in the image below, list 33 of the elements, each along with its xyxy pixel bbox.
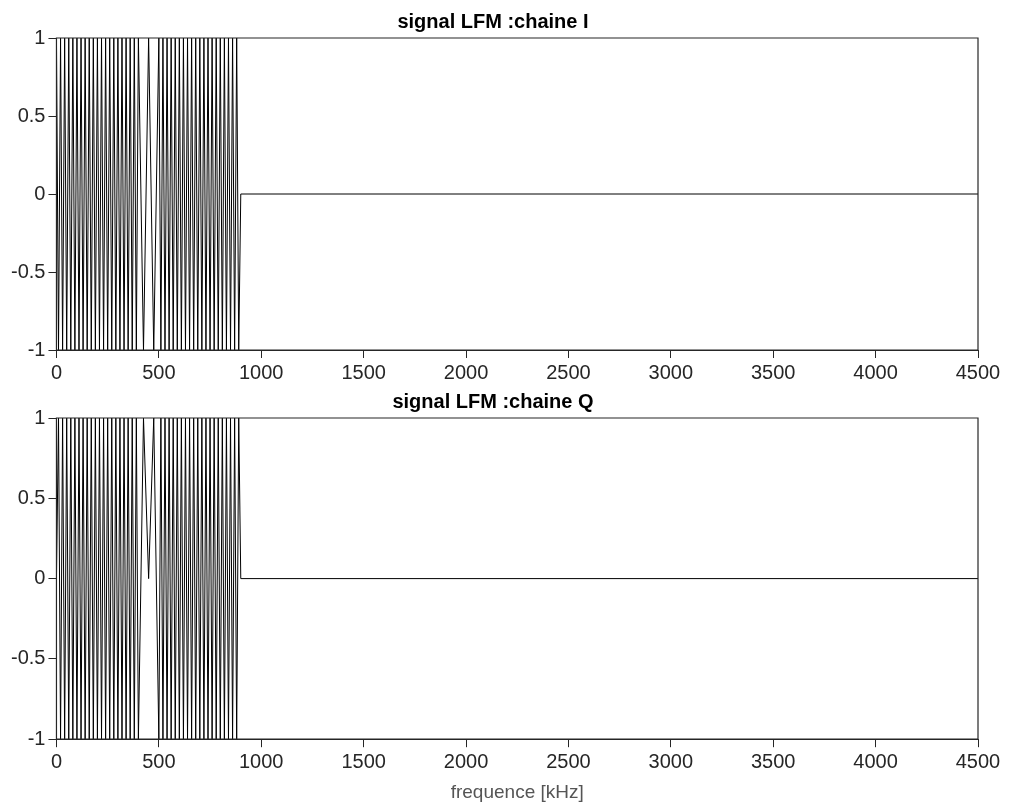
x-tick-label: 3000: [648, 360, 694, 383]
x-tick-label: 2000: [443, 749, 489, 772]
y-tick-label: 0.5: [17, 485, 46, 508]
x-tick-label: 3500: [750, 360, 796, 383]
y-tick-label: 0: [34, 181, 46, 204]
x-tick-label: 4500: [955, 749, 1001, 772]
y-tick-label: -0.5: [10, 259, 46, 282]
x-tick-label: 1500: [341, 360, 386, 383]
chart-title: signal LFM :chaine I: [397, 9, 589, 32]
x-tick-label: 1000: [239, 360, 284, 383]
x-tick-label: 1500: [341, 749, 386, 772]
x-tick-label: 1000: [239, 749, 284, 772]
y-tick-label: -0.5: [10, 646, 46, 669]
y-tick-label: -1: [27, 337, 46, 360]
x-tick-label: 0: [50, 749, 63, 772]
x-axis-title: frequence [kHz]: [450, 780, 584, 802]
y-tick-label: 0: [34, 566, 46, 589]
x-tick-label: 4000: [853, 749, 898, 772]
chart-title: signal LFM :chaine Q: [392, 389, 594, 412]
y-tick-label: 0.5: [17, 103, 46, 126]
x-tick-label: 2500: [546, 360, 591, 383]
x-tick-label: 500: [142, 360, 176, 383]
y-tick-label: 1: [34, 405, 46, 428]
x-tick-label: 3000: [648, 749, 694, 772]
x-tick-label: 4500: [955, 360, 1001, 383]
x-tick-label: 2000: [443, 360, 489, 383]
x-tick-label: 4000: [853, 360, 898, 383]
y-tick-label: -1: [27, 726, 46, 749]
x-tick-label: 2500: [546, 749, 591, 772]
y-tick-label: 1: [34, 25, 46, 48]
x-tick-label: 500: [142, 749, 176, 772]
x-tick-label: 0: [50, 360, 63, 383]
x-tick-label: 3500: [750, 749, 796, 772]
